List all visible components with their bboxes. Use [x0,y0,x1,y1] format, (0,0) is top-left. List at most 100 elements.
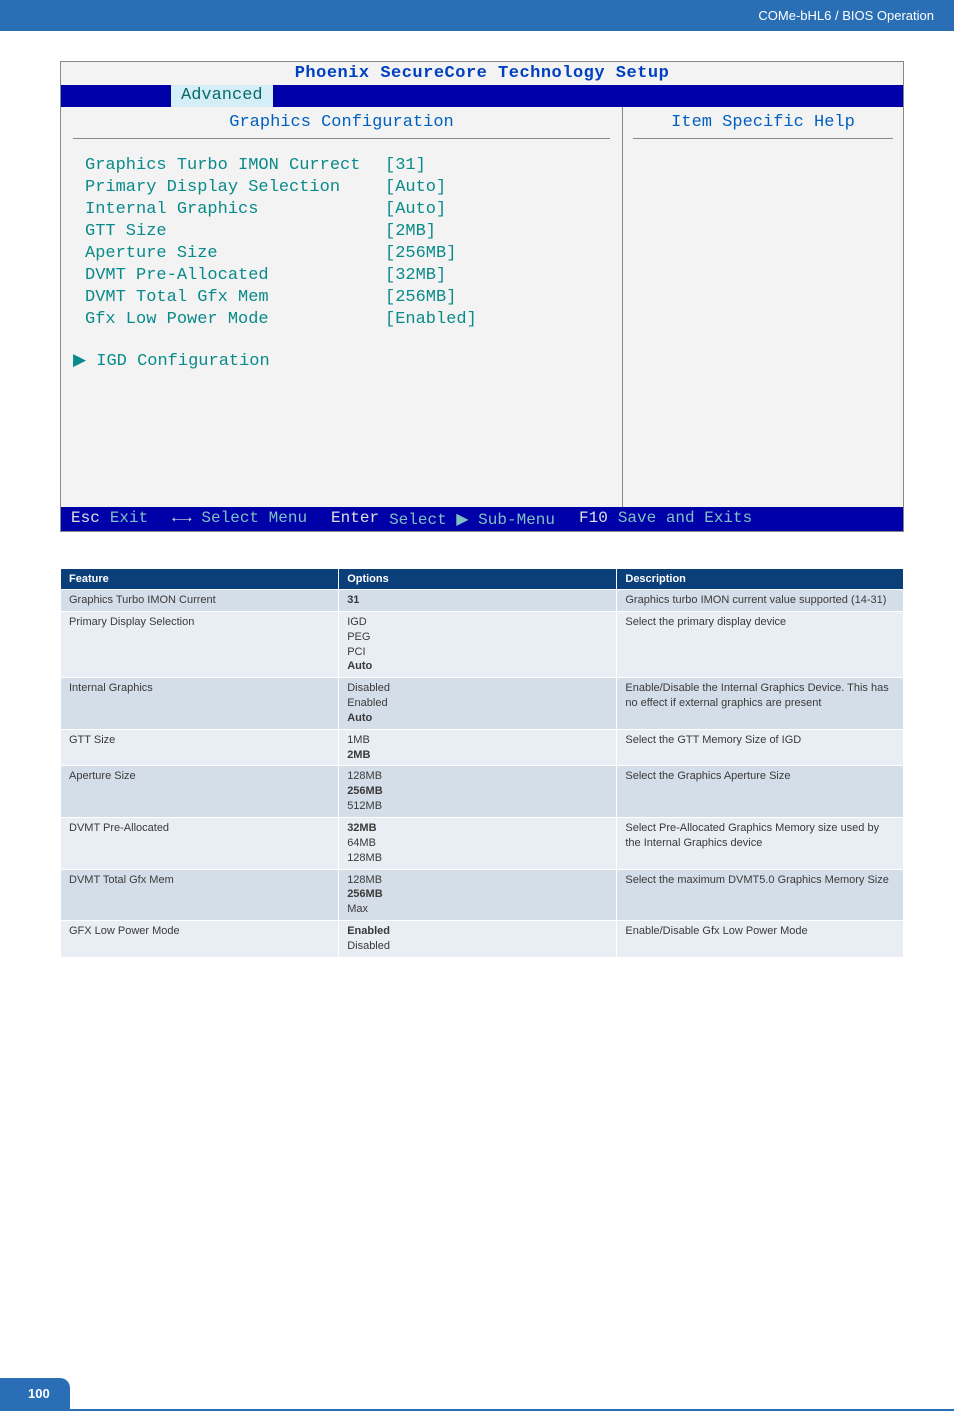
cell-description: Select the Graphics Aperture Size [617,766,904,818]
content-area: Phoenix SecureCore Technology Setup Adva… [0,31,954,998]
bios-footer: Esc Exit ←→ Select Menu Enter Select ▶ S… [61,507,903,531]
cell-options: IGDPEGPCIAuto [339,611,617,677]
table-row: Internal GraphicsDisabledEnabledAutoEnab… [61,678,904,730]
cell-options: DisabledEnabledAuto [339,678,617,730]
bios-key-esc: Esc [71,509,100,529]
option-value: Disabled [347,939,608,954]
bios-setting-row[interactable]: Gfx Low Power Mode[Enabled] [73,309,610,331]
cell-description: Select Pre-Allocated Graphics Memory siz… [617,817,904,869]
option-value: Enabled [347,924,608,939]
bios-act-submenu: Select ▶ Sub-Menu [389,509,555,529]
bios-submenu-igd[interactable]: ▶ IGD Configuration [73,351,610,373]
bios-setting-row[interactable]: Aperture Size[256MB] [73,243,610,265]
option-value: 128MB [347,769,608,784]
bios-setting-value: [256MB] [385,243,610,265]
cell-feature: Aperture Size [61,766,339,818]
header-title: COMe-bHL6 / BIOS Operation [758,8,934,23]
cell-feature: GTT Size [61,729,339,766]
bios-setting-label: DVMT Pre-Allocated [85,265,385,287]
bios-setting-row[interactable]: DVMT Pre-Allocated[32MB] [73,265,610,287]
col-description: Description [617,569,904,590]
cell-feature: Primary Display Selection [61,611,339,677]
cell-description: Graphics turbo IMON current value suppor… [617,590,904,612]
bios-main-header: Graphics Configuration [73,113,610,139]
cell-options: 128MB256MBMax [339,869,617,921]
table-row: Aperture Size128MB256MB512MBSelect the G… [61,766,904,818]
option-value: 64MB [347,836,608,851]
spacer [73,331,610,351]
bios-act-save: Save and Exits [618,509,752,529]
option-value: Auto [347,711,608,726]
bios-setting-value: [256MB] [385,287,610,309]
table-row: DVMT Total Gfx Mem128MB256MBMaxSelect th… [61,869,904,921]
cell-feature: Internal Graphics [61,678,339,730]
bios-title: Phoenix SecureCore Technology Setup [61,62,903,85]
bios-screen: Phoenix SecureCore Technology Setup Adva… [60,61,904,532]
cell-options: 1MB2MB [339,729,617,766]
option-value: 1MB [347,733,608,748]
cell-description: Select the GTT Memory Size of IGD [617,729,904,766]
bios-setting-value: [32MB] [385,265,610,287]
option-value: Enabled [347,696,608,711]
bios-main-panel: Graphics Configuration Graphics Turbo IM… [61,107,623,507]
bios-act-select-menu: Select Menu [201,509,307,529]
option-value: 2MB [347,748,608,763]
bios-setting-value: [Auto] [385,177,610,199]
bios-tab-bar: Advanced [61,85,903,107]
bios-setting-row[interactable]: Primary Display Selection[Auto] [73,177,610,199]
option-value: 128MB [347,851,608,866]
bios-setting-label: Aperture Size [85,243,385,265]
cell-feature: DVMT Pre-Allocated [61,817,339,869]
option-value: Max [347,902,608,917]
option-value: 256MB [347,887,608,902]
bios-setting-label: GTT Size [85,221,385,243]
table-row: GTT Size1MB2MBSelect the GTT Memory Size… [61,729,904,766]
bios-body: Graphics Configuration Graphics Turbo IM… [61,107,903,507]
footer-line [0,1409,954,1411]
option-value: Disabled [347,681,608,696]
bios-setting-row[interactable]: Internal Graphics[Auto] [73,199,610,221]
feature-table: Feature Options Description Graphics Tur… [60,568,904,958]
page-header: COMe-bHL6 / BIOS Operation [0,0,954,31]
table-row: GFX Low Power ModeEnabledDisabledEnable/… [61,921,904,958]
bios-setting-value: [Enabled] [385,309,610,331]
bios-setting-value: [2MB] [385,221,610,243]
bios-setting-row[interactable]: DVMT Total Gfx Mem[256MB] [73,287,610,309]
bios-setting-label: Graphics Turbo IMON Currect [85,155,385,177]
cell-options: 128MB256MB512MB [339,766,617,818]
cell-feature: Graphics Turbo IMON Current [61,590,339,612]
bios-setting-row[interactable]: GTT Size[2MB] [73,221,610,243]
option-value: PCI [347,645,608,660]
bios-key-arrows: ←→ [172,509,191,529]
cell-description: Select the maximum DVMT5.0 Graphics Memo… [617,869,904,921]
option-value: 128MB [347,873,608,888]
col-feature: Feature [61,569,339,590]
cell-options: 31 [339,590,617,612]
bios-tab-advanced[interactable]: Advanced [171,85,273,107]
col-options: Options [339,569,617,590]
cell-description: Select the primary display device [617,611,904,677]
bios-setting-row[interactable]: Graphics Turbo IMON Currect[31] [73,155,610,177]
cell-description: Enable/Disable Gfx Low Power Mode [617,921,904,958]
option-value: 32MB [347,821,608,836]
cell-options: EnabledDisabled [339,921,617,958]
cell-feature: GFX Low Power Mode [61,921,339,958]
bios-setting-label: Gfx Low Power Mode [85,309,385,331]
page-number: 100 [0,1378,70,1409]
bios-setting-label: Primary Display Selection [85,177,385,199]
option-value: 31 [347,593,608,608]
table-row: Graphics Turbo IMON Current 31 Graphics tu… [61,590,904,612]
bios-key-enter: Enter [331,509,379,529]
option-value: Auto [347,659,608,674]
table-row: DVMT Pre-Allocated 32MB64MB128MB Select Pr… [61,817,904,869]
option-value: PEG [347,630,608,645]
option-value: 256MB [347,784,608,799]
bios-setting-label: Internal Graphics [85,199,385,221]
bios-act-exit: Exit [110,509,148,529]
spacer [73,373,610,493]
bios-setting-label: DVMT Total Gfx Mem [85,287,385,309]
option-value: IGD [347,615,608,630]
bios-key-f10: F10 [579,509,608,529]
bios-setting-value: [31] [385,155,610,177]
option-value: 512MB [347,799,608,814]
